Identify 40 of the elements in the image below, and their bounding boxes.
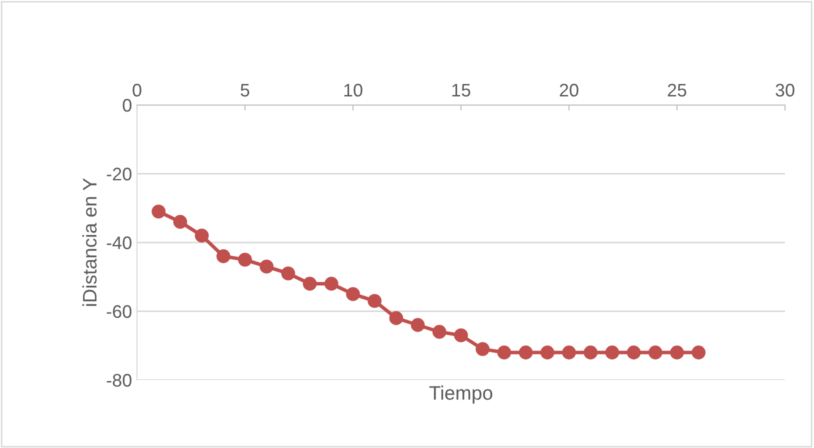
point [497,346,512,360]
point [302,276,317,291]
point [518,346,533,360]
point [194,228,209,243]
y-axis-title: iDistancia en Y [82,178,97,306]
point [324,276,338,291]
x-tick-label: 20 [560,84,578,97]
x-tick-label: 25 [668,84,686,97]
x-tick-label: 10 [344,84,362,97]
point [281,266,296,280]
point [605,346,620,360]
y-tick-label: -60 [106,305,132,318]
point [692,346,706,360]
point [476,342,490,356]
y-tick-label: -20 [106,168,132,180]
point [346,287,360,302]
x-tick-label: 5 [240,84,250,97]
point [454,328,468,342]
point [584,346,598,360]
y-tick-label: -40 [106,236,132,250]
point [410,318,425,332]
point [216,249,230,264]
point [540,346,554,360]
point [368,294,382,308]
point [562,346,576,360]
point [238,252,252,267]
point [670,346,684,360]
point [626,346,641,360]
x-tick-label: 30 [776,84,794,97]
point [389,311,404,326]
x-tick-label: 15 [452,84,470,97]
point [173,214,188,229]
point [260,260,274,274]
point [152,204,166,219]
y-tick-label: 0 [122,98,132,112]
point [432,324,446,339]
x-axis-title: Tiempo [429,386,492,404]
y-tick-label: -80 [106,374,132,387]
point [648,346,662,360]
x-tick-label: 0 [132,84,142,97]
